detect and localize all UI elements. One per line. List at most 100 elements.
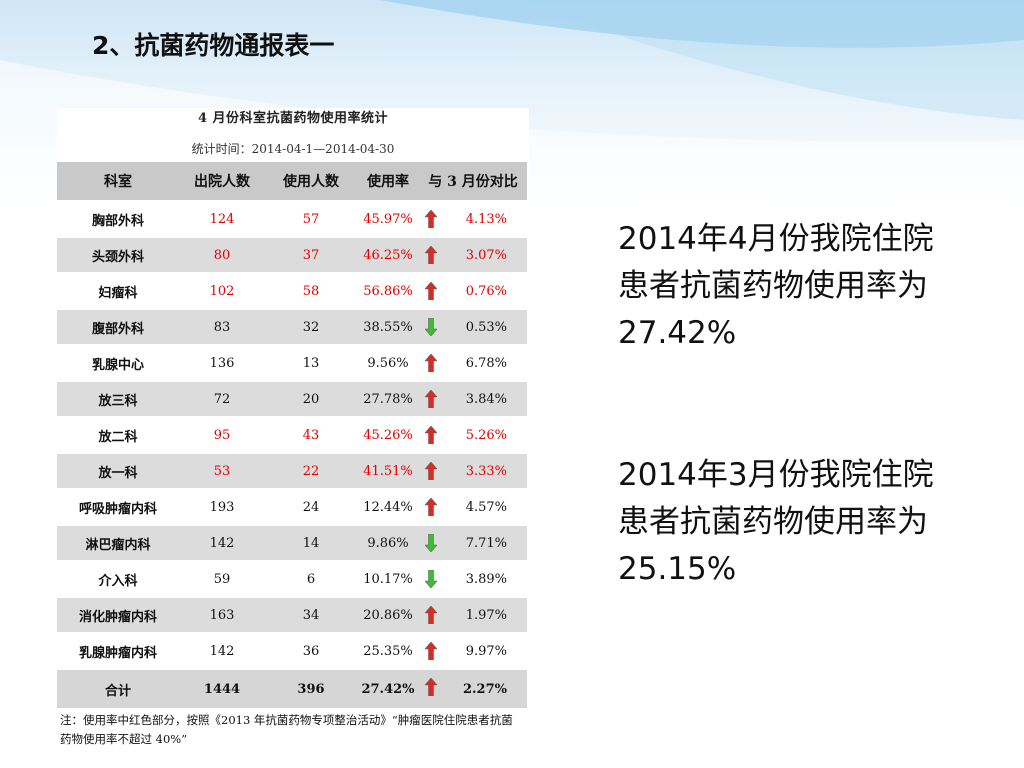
- discharged-cell: 102: [179, 273, 265, 310]
- header-used: 使用人数: [265, 162, 357, 202]
- slide-title: 2、抗菌药物通报表一: [92, 31, 335, 60]
- rate-cell: 12.44%: [357, 489, 419, 526]
- dept-cell: 介入科: [57, 561, 179, 598]
- compare-value: 3.89%: [465, 571, 507, 587]
- arrow-up-icon: [425, 354, 437, 372]
- header-discharged: 出院人数: [179, 162, 265, 202]
- dept-cell: 呼吸肿瘤内科: [57, 489, 179, 526]
- table-row: 放二科 95 43 45.26% 5.26%: [57, 417, 527, 454]
- dept-cell: 放二科: [57, 417, 179, 454]
- table-row: 放三科 72 20 27.78% 3.84%: [57, 381, 527, 418]
- dept-cell: 放三科: [57, 381, 179, 418]
- discharged-cell: 124: [179, 201, 265, 238]
- rate-cell: 20.86%: [357, 597, 419, 634]
- arrow-up-icon: [425, 462, 437, 480]
- compare-cell: 0.53%: [419, 309, 527, 346]
- table-row: 乳腺中心 136 13 9.56% 6.78%: [57, 345, 527, 382]
- rate-cell: 45.97%: [357, 201, 419, 238]
- dept-cell: 妇瘤科: [57, 273, 179, 310]
- arrow-up-icon: [425, 426, 437, 444]
- compare-cell: 0.76%: [419, 273, 527, 310]
- table-row: 乳腺肿瘤内科 142 36 25.35% 9.97%: [57, 633, 527, 670]
- used-cell: 36: [265, 633, 357, 670]
- table-row: 腹部外科 83 32 38.55% 0.53%: [57, 309, 527, 346]
- discharged-cell: 53: [179, 453, 265, 490]
- compare-value: 0.76%: [465, 283, 507, 299]
- dept-cell: 胸部外科: [57, 201, 179, 238]
- compare-cell: 5.26%: [419, 417, 527, 454]
- rate-cell: 25.35%: [357, 633, 419, 670]
- discharged-cell: 1444: [179, 669, 265, 710]
- used-cell: 58: [265, 273, 357, 310]
- table-row: 消化肿瘤内科 163 34 20.86% 1.97%: [57, 597, 527, 634]
- compare-cell: 6.78%: [419, 345, 527, 382]
- table-total-row: 合计 1444 396 27.42% 2.27%: [57, 669, 527, 710]
- discharged-cell: 72: [179, 381, 265, 418]
- discharged-cell: 136: [179, 345, 265, 382]
- compare-cell: 3.84%: [419, 381, 527, 418]
- table-row: 淋巴瘤内科 142 14 9.86% 7.71%: [57, 525, 527, 562]
- rate-cell: 9.56%: [357, 345, 419, 382]
- compare-value: 6.78%: [465, 355, 507, 371]
- compare-cell: 3.89%: [419, 561, 527, 598]
- table-row: 呼吸肿瘤内科 193 24 12.44% 4.57%: [57, 489, 527, 526]
- used-cell: 396: [265, 669, 357, 710]
- arrow-up-icon: [425, 606, 437, 624]
- used-cell: 14: [265, 525, 357, 562]
- rate-cell: 56.86%: [357, 273, 419, 310]
- discharged-cell: 83: [179, 309, 265, 346]
- discharged-cell: 193: [179, 489, 265, 526]
- table-row: 放一科 53 22 41.51% 3.33%: [57, 453, 527, 490]
- used-cell: 43: [265, 417, 357, 454]
- used-cell: 32: [265, 309, 357, 346]
- compare-cell: 4.57%: [419, 489, 527, 526]
- dept-cell: 合计: [57, 669, 179, 710]
- arrow-up-icon: [425, 210, 437, 228]
- header-dept: 科室: [57, 162, 179, 202]
- used-cell: 22: [265, 453, 357, 490]
- compare-cell: 3.33%: [419, 453, 527, 490]
- header-compare: 与 3 月份对比: [419, 162, 527, 202]
- used-cell: 37: [265, 237, 357, 274]
- table-row: 介入科 59 6 10.17% 3.89%: [57, 561, 527, 598]
- compare-cell: 3.07%: [419, 237, 527, 274]
- compare-cell: 9.97%: [419, 633, 527, 670]
- discharged-cell: 142: [179, 633, 265, 670]
- compare-cell: 2.27%: [419, 669, 527, 710]
- arrow-up-icon: [425, 282, 437, 300]
- dept-cell: 消化肿瘤内科: [57, 597, 179, 634]
- rate-cell: 41.51%: [357, 453, 419, 490]
- compare-value: 3.84%: [465, 391, 507, 407]
- arrow-up-icon: [425, 678, 437, 696]
- compare-value: 4.57%: [465, 499, 507, 515]
- rate-cell: 46.25%: [357, 237, 419, 274]
- used-cell: 34: [265, 597, 357, 634]
- arrow-down-icon: [425, 570, 437, 588]
- table-footnote: 注：使用率中红色部分，按照《2013 年抗菌药物专项整治活动》“肿瘤医院住院患者…: [60, 713, 513, 746]
- march-usage-summary: 2014年3月份我院住院患者抗菌药物使用率为25.15%: [618, 457, 934, 587]
- discharged-cell: 95: [179, 417, 265, 454]
- dept-cell: 腹部外科: [57, 309, 179, 346]
- dept-cell: 乳腺肿瘤内科: [57, 633, 179, 670]
- april-usage-summary: 2014年4月份我院住院患者抗菌药物使用率为27.42%: [618, 221, 934, 351]
- antibiotic-usage-table: 科室 出院人数 使用人数 使用率 与 3 月份对比 胸部外科 124 57 45.97…: [57, 162, 527, 710]
- discharged-cell: 163: [179, 597, 265, 634]
- dept-cell: 淋巴瘤内科: [57, 525, 179, 562]
- arrow-up-icon: [425, 390, 437, 408]
- used-cell: 24: [265, 489, 357, 526]
- discharged-cell: 142: [179, 525, 265, 562]
- table-title: 4 月份科室抗菌药物使用率统计: [197, 111, 389, 126]
- compare-value: 0.53%: [465, 319, 507, 335]
- dept-cell: 头颈外科: [57, 237, 179, 274]
- antibiotic-usage-table-panel: 4 月份科室抗菌药物使用率统计 统计时间：2014-04-1—2014-04-3…: [57, 108, 529, 710]
- dept-cell: 放一科: [57, 453, 179, 490]
- rate-cell: 9.86%: [357, 525, 419, 562]
- used-cell: 57: [265, 201, 357, 238]
- arrow-down-icon: [425, 534, 437, 552]
- compare-value: 1.97%: [465, 607, 507, 623]
- discharged-cell: 59: [179, 561, 265, 598]
- header-rate: 使用率: [357, 162, 419, 202]
- table-period: 统计时间：2014-04-1—2014-04-30: [191, 142, 395, 156]
- used-cell: 20: [265, 381, 357, 418]
- table-row: 妇瘤科 102 58 56.86% 0.76%: [57, 273, 527, 310]
